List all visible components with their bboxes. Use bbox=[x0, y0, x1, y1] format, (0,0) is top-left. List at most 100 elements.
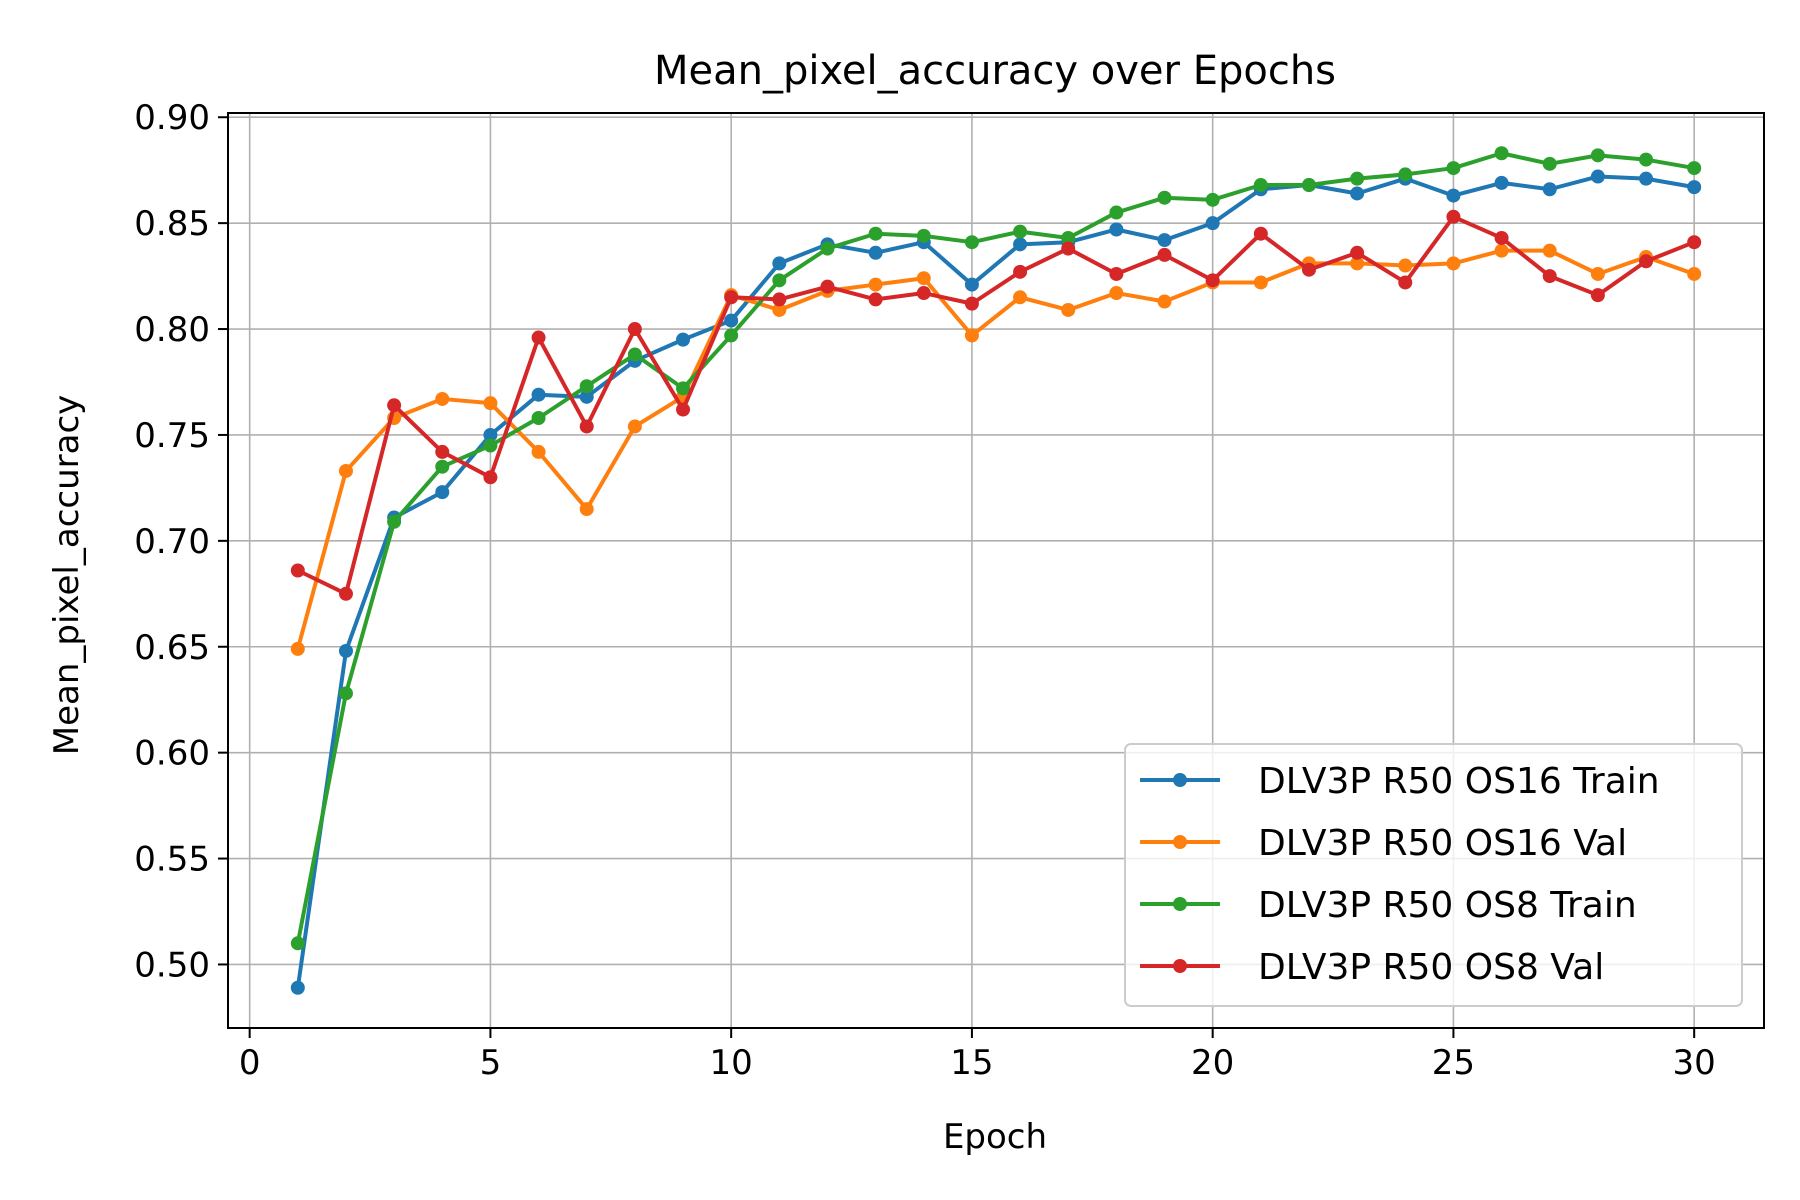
y-tick-label: 0.60 bbox=[134, 734, 210, 774]
legend-item: DLV3P R50 OS8 Val bbox=[1140, 947, 1604, 988]
data-point bbox=[483, 396, 498, 411]
data-point bbox=[1590, 266, 1605, 281]
x-tick-label: 10 bbox=[710, 1043, 753, 1083]
data-point bbox=[868, 292, 883, 307]
x-tick-label: 5 bbox=[480, 1043, 502, 1083]
data-point bbox=[1590, 148, 1605, 163]
data-point bbox=[916, 271, 931, 286]
series-line bbox=[295, 214, 1697, 596]
data-point bbox=[435, 391, 450, 406]
axis-ticks: 0 5 10 15 20 25 30 0.50 0.55 0.60 0.65 0.70 0.75 0.80… bbox=[134, 98, 1716, 1083]
data-point bbox=[1301, 262, 1316, 277]
data-point bbox=[1061, 302, 1076, 317]
data-point bbox=[916, 228, 931, 243]
x-tick-label: 20 bbox=[1191, 1043, 1234, 1083]
y-tick-label: 0.65 bbox=[134, 628, 210, 668]
data-point bbox=[1494, 230, 1509, 245]
x-axis-label: Epoch bbox=[943, 1117, 1047, 1157]
data-point bbox=[964, 277, 979, 292]
data-point bbox=[1013, 224, 1028, 239]
data-point bbox=[1157, 294, 1172, 309]
data-point bbox=[435, 444, 450, 459]
x-tick-label: 30 bbox=[1673, 1043, 1716, 1083]
legend-item: DLV3P R50 OS16 Val bbox=[1140, 823, 1627, 864]
data-point bbox=[483, 427, 498, 442]
data-point bbox=[1542, 269, 1557, 284]
data-point bbox=[338, 463, 353, 478]
data-point bbox=[1350, 186, 1365, 201]
data-point bbox=[435, 459, 450, 474]
data-point bbox=[1109, 222, 1124, 237]
data-point bbox=[1446, 188, 1461, 203]
data-point bbox=[1542, 182, 1557, 197]
y-tick-label: 0.70 bbox=[134, 522, 210, 562]
legend-box bbox=[1124, 743, 1743, 1007]
data-point bbox=[724, 290, 739, 305]
data-point bbox=[1157, 247, 1172, 262]
data-point bbox=[579, 419, 594, 434]
data-point bbox=[1350, 256, 1365, 271]
data-point bbox=[290, 563, 305, 578]
data-point bbox=[772, 292, 787, 307]
data-point bbox=[1542, 243, 1557, 258]
x-tick-label: 15 bbox=[950, 1043, 993, 1083]
data-point bbox=[1398, 167, 1413, 182]
data-point bbox=[531, 330, 546, 345]
data-point bbox=[1350, 171, 1365, 186]
series-line bbox=[295, 248, 1697, 651]
y-tick-label: 0.90 bbox=[134, 98, 210, 138]
data-point bbox=[820, 241, 835, 256]
data-point bbox=[676, 332, 691, 347]
legend-swatch-marker bbox=[1173, 897, 1187, 911]
data-point bbox=[1301, 178, 1316, 193]
data-point bbox=[483, 438, 498, 453]
data-point bbox=[772, 302, 787, 317]
legend-item: DLV3P R50 OS8 Train bbox=[1140, 885, 1637, 926]
data-point bbox=[1590, 288, 1605, 303]
data-point bbox=[1687, 235, 1702, 250]
data-point bbox=[627, 419, 642, 434]
legend: DLV3P R50 OS16 Train DLV3P R50 OS16 Val DL… bbox=[1124, 743, 1743, 1007]
data-point bbox=[290, 980, 305, 995]
legend-swatch-marker bbox=[1173, 835, 1187, 849]
data-point bbox=[1494, 175, 1509, 190]
legend-swatch-marker bbox=[1173, 773, 1187, 787]
data-point bbox=[1109, 205, 1124, 220]
legend-label: DLV3P R50 OS8 Val bbox=[1258, 947, 1604, 988]
data-point bbox=[290, 641, 305, 656]
data-point bbox=[338, 643, 353, 658]
data-point bbox=[579, 502, 594, 517]
x-tick-label: 0 bbox=[239, 1043, 261, 1083]
data-point bbox=[387, 514, 402, 529]
data-point bbox=[1253, 178, 1268, 193]
data-point bbox=[627, 322, 642, 337]
data-point bbox=[676, 402, 691, 417]
legend-label: DLV3P R50 OS16 Train bbox=[1258, 761, 1660, 802]
data-point bbox=[1061, 230, 1076, 245]
chart-title: Mean_pixel_accuracy over Epochs bbox=[654, 48, 1336, 94]
data-point bbox=[820, 279, 835, 294]
data-point bbox=[676, 381, 691, 396]
data-point bbox=[964, 235, 979, 250]
series-4 bbox=[290, 209, 1702, 601]
data-point bbox=[1013, 237, 1028, 252]
data-point bbox=[916, 286, 931, 301]
y-tick-label: 0.55 bbox=[134, 840, 210, 880]
data-point bbox=[1446, 209, 1461, 224]
series-layer bbox=[290, 146, 1702, 995]
data-point bbox=[1109, 286, 1124, 301]
data-point bbox=[1398, 258, 1413, 273]
data-point bbox=[868, 245, 883, 260]
legend-item: DLV3P R50 OS16 Train bbox=[1140, 761, 1660, 802]
data-point bbox=[772, 256, 787, 271]
data-point bbox=[1157, 190, 1172, 205]
data-point bbox=[1542, 156, 1557, 171]
data-point bbox=[531, 444, 546, 459]
data-point bbox=[579, 389, 594, 404]
data-point bbox=[338, 586, 353, 601]
data-point bbox=[772, 273, 787, 288]
data-point bbox=[531, 411, 546, 425]
data-point bbox=[868, 226, 883, 241]
